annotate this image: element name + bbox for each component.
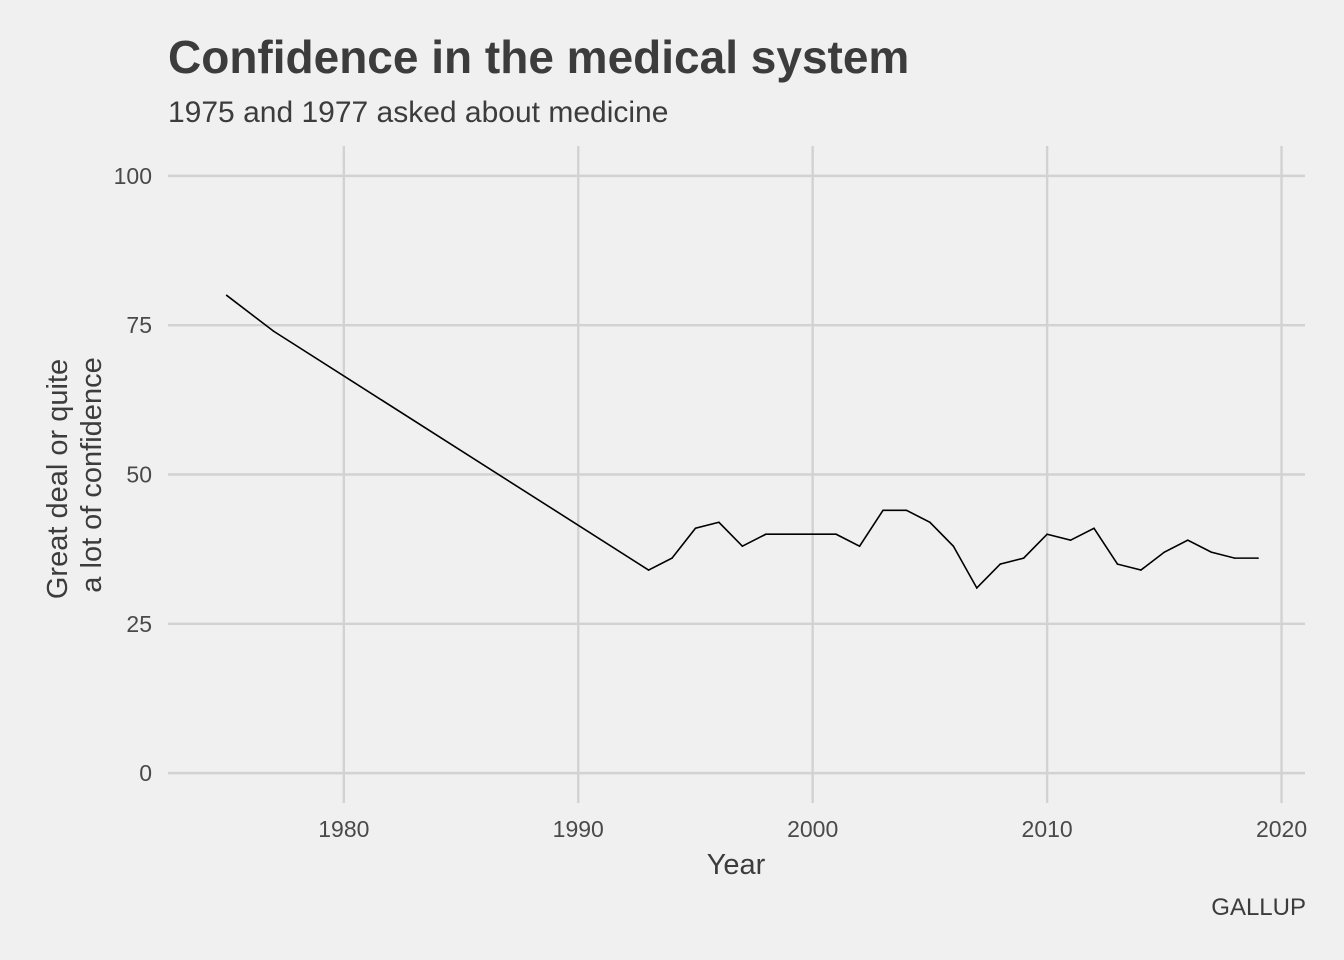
source-caption: GALLUP — [1211, 894, 1306, 921]
data-point — [1140, 569, 1142, 571]
data-point — [1233, 557, 1236, 559]
data-point — [1046, 533, 1048, 536]
data-point — [765, 533, 767, 536]
data-point — [1186, 539, 1189, 541]
chart-subtitle: 1975 and 1977 asked about medicine — [168, 96, 669, 129]
data-point — [1069, 539, 1072, 541]
data-point — [999, 563, 1002, 565]
data-point — [811, 533, 814, 536]
data-point — [647, 569, 650, 571]
grid-lines — [168, 146, 1305, 803]
tick-labels: 0 25 50 75 100 1980 1990 2000 2010 2020 — [114, 163, 1308, 842]
x-tick-label: 1990 — [553, 816, 604, 842]
y-axis-title-line-1: Great deal or quite — [42, 359, 74, 599]
x-axis-title: Year — [707, 849, 766, 881]
data-point — [1022, 557, 1025, 559]
data-point — [835, 533, 837, 536]
y-tick-label: 100 — [114, 163, 152, 189]
y-tick-label: 0 — [139, 760, 152, 786]
x-tick-label: 1980 — [318, 816, 369, 842]
series-line — [226, 294, 1259, 590]
y-axis-title: Great deal or quite a lot of confidence — [42, 351, 108, 599]
data-point — [905, 509, 908, 512]
data-point — [1116, 563, 1119, 565]
x-tick-label: 2010 — [1022, 816, 1073, 842]
data-point — [858, 545, 861, 547]
data-point — [788, 533, 791, 536]
y-tick-label: 75 — [126, 312, 152, 338]
data-point — [1163, 551, 1166, 553]
data-point — [272, 330, 275, 332]
data-point — [694, 527, 697, 530]
data-point — [929, 521, 931, 524]
data-point — [671, 557, 673, 559]
y-tick-label: 25 — [126, 611, 152, 637]
data-point — [741, 545, 744, 547]
data-point — [718, 521, 720, 524]
series-layer — [225, 294, 1259, 590]
data-point — [1093, 527, 1095, 530]
data-point — [225, 294, 228, 297]
y-axis-title-line-2: a lot of confidence — [76, 357, 108, 592]
x-tick-label: 2000 — [787, 816, 838, 842]
y-tick-label: 50 — [126, 462, 152, 488]
data-point — [1257, 557, 1259, 559]
data-point — [882, 509, 884, 512]
data-point — [952, 545, 955, 547]
data-point — [975, 587, 978, 589]
data-point — [1210, 551, 1213, 553]
x-tick-label: 2020 — [1256, 816, 1307, 842]
chart-title: Confidence in the medical system — [168, 31, 910, 83]
